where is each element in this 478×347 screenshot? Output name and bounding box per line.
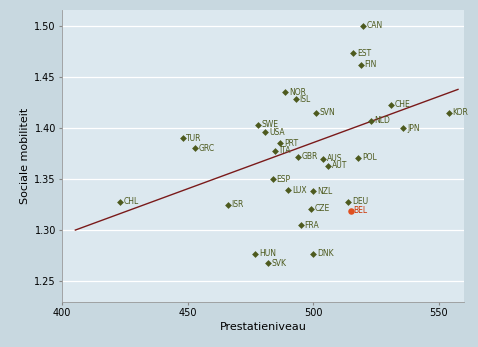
Text: CAN: CAN [367,21,383,30]
Point [261,129,269,135]
Text: ITA: ITA [279,146,291,155]
Point [309,189,317,194]
Text: GBR: GBR [302,152,318,161]
Point [284,188,292,193]
Text: CHE: CHE [395,100,411,109]
Y-axis label: Sociale mobiliteit: Sociale mobiliteit [20,108,30,204]
Point [179,135,186,141]
Text: TUR: TUR [186,134,202,143]
Text: ESP: ESP [277,175,291,184]
Text: SVK: SVK [272,259,287,268]
Text: ISL: ISL [299,95,311,104]
Text: JPN: JPN [407,124,420,133]
Text: AUT: AUT [332,161,348,170]
Point [282,90,289,95]
Point [344,199,352,204]
Point [319,156,327,161]
Point [277,141,284,146]
Text: CHL: CHL [124,197,139,206]
Text: CZE: CZE [315,204,330,213]
Point [324,163,332,169]
Text: NOR: NOR [289,88,306,97]
Point [294,154,302,159]
Point [264,260,272,266]
Text: BEL: BEL [353,206,368,215]
Text: AUS: AUS [327,154,342,163]
Text: USA: USA [269,128,285,137]
Text: GRC: GRC [199,144,215,153]
Text: NLD: NLD [375,116,391,125]
X-axis label: Prestatieniveau: Prestatieniveau [219,322,306,332]
Point [347,208,355,214]
Text: FIN: FIN [365,60,377,69]
Point [272,148,279,153]
Point [292,96,299,102]
Point [309,251,317,256]
Point [269,176,277,182]
Text: NZL: NZL [317,187,332,196]
Point [116,199,124,204]
Point [400,125,407,131]
Text: ISR: ISR [231,200,244,209]
Point [445,110,453,116]
Text: SVN: SVN [319,108,335,117]
Text: POL: POL [362,153,377,162]
Point [349,51,357,56]
Text: PRT: PRT [284,139,298,148]
Text: LUX: LUX [292,186,306,195]
Point [359,23,367,28]
Text: EST: EST [357,49,371,58]
Text: FRA: FRA [304,221,319,230]
Point [297,222,304,228]
Point [307,206,315,212]
Point [387,102,395,107]
Text: KOR: KOR [452,108,468,117]
Point [254,122,261,128]
Point [357,62,365,67]
Point [224,202,232,208]
Point [355,155,362,160]
Point [191,146,199,151]
Point [312,110,319,116]
Text: DEU: DEU [352,197,368,206]
Text: HUN: HUN [259,249,276,258]
Point [251,251,259,256]
Point [367,118,375,124]
Text: SWE: SWE [261,120,279,129]
Text: DNK: DNK [317,249,334,258]
